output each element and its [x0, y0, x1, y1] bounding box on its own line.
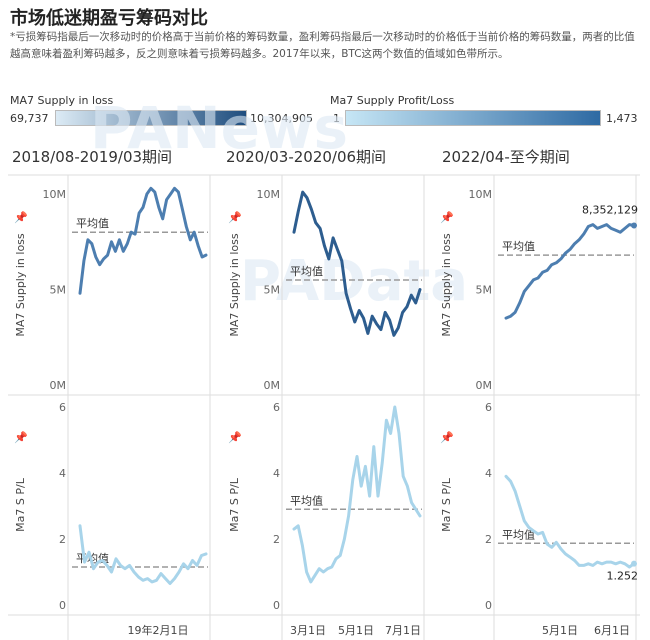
y-tick-label: 6: [485, 401, 492, 414]
pin-icon: 📌: [440, 210, 454, 224]
pin-icon: 📌: [14, 210, 28, 224]
legend-profit-loss-max: 1,473: [606, 112, 638, 125]
end-point: [631, 560, 637, 567]
y-tick-label: 2: [273, 533, 280, 546]
series-line-2-2: [292, 405, 422, 584]
y-axis-label-1-1: MA7 Supply in loss: [14, 233, 27, 337]
pin-icon: 📌: [14, 430, 28, 444]
x-tick-label: 19年2月1日: [128, 623, 189, 637]
pin-icon: 📌: [228, 430, 242, 444]
y-axis-label-1-2: MA7 Supply in loss: [228, 233, 241, 337]
y-tick-label: 5M: [476, 284, 493, 297]
x-tick-label: 3月1日: [290, 624, 326, 637]
y-tick-label: 2: [59, 533, 66, 546]
pin-icon: 📌: [440, 430, 454, 444]
average-label: 平均值: [502, 528, 535, 541]
legend-supply-loss-label: MA7 Supply in loss: [10, 94, 114, 107]
x-tick-label: 6月1日: [594, 624, 630, 637]
legend-supply-loss-min: 69,737: [10, 112, 49, 125]
y-tick-label: 0M: [50, 379, 67, 392]
end-value-label: 1.252: [607, 570, 639, 583]
legend-supply-loss-gradient: [55, 110, 247, 126]
y-tick-label: 10M: [257, 188, 281, 201]
average-label: 平均值: [502, 240, 535, 253]
y-tick-label: 4: [273, 467, 280, 480]
legend-supply-loss-max: 10,304,905: [250, 112, 313, 125]
series-line-1-3: [504, 223, 636, 320]
period-title-1: 2018/08-2019/03期间: [12, 148, 173, 166]
y-tick-label: 4: [485, 467, 492, 480]
watermark-panews: PANews: [90, 94, 348, 162]
pin-icon: 📌: [228, 210, 242, 224]
x-tick-label: 7月1日: [385, 624, 421, 637]
y-tick-label: 5M: [50, 284, 67, 297]
y-tick-label: 6: [273, 401, 280, 414]
y-tick-label: 0M: [264, 379, 281, 392]
chart-description: *亏损筹码指最后一次移动时的价格高于当前价格的筹码数量，盈利筹码指最后一次移动时…: [10, 31, 635, 60]
y-tick-label: 0: [59, 599, 66, 612]
period-title-3: 2022/04-至今期间: [442, 148, 570, 166]
average-label: 平均值: [290, 494, 323, 507]
series-line-2-3: [504, 474, 636, 569]
y-tick-label: 4: [59, 467, 66, 480]
y-tick-label: 5M: [264, 284, 281, 297]
series-line-2-1: [78, 524, 208, 585]
legend-profit-loss-label: Ma7 Supply Profit/Loss: [330, 94, 455, 107]
period-title-2: 2020/03-2020/06期间: [226, 148, 387, 166]
legend-profit-loss-gradient: [345, 110, 601, 126]
series-line-1-1: [78, 186, 208, 295]
end-point: [631, 222, 637, 229]
y-tick-label: 6: [59, 401, 66, 414]
end-value-label: 8,352,129: [582, 203, 638, 216]
average-label: 平均值: [76, 217, 109, 230]
y-tick-label: 10M: [469, 188, 493, 201]
y-tick-label: 0: [273, 599, 280, 612]
y-tick-label: 10M: [43, 188, 67, 201]
series-line-1-2: [292, 190, 422, 337]
y-tick-label: 0: [485, 599, 492, 612]
x-tick-label: 5月1日: [542, 624, 578, 637]
watermark-padata: PAData: [240, 249, 468, 314]
legend-profit-loss-min: 1: [333, 112, 340, 125]
y-axis-label-2-2: Ma7 S P/L: [228, 477, 241, 532]
y-tick-label: 2: [485, 533, 492, 546]
chart-title: 市场低迷期盈亏筹码对比: [10, 8, 208, 29]
y-axis-label-2-1: Ma7 S P/L: [14, 477, 27, 532]
y-tick-label: 0M: [476, 379, 493, 392]
y-axis-label-2-3: Ma7 S P/L: [440, 477, 453, 532]
x-tick-label: 5月1日: [338, 624, 374, 637]
y-axis-label-1-3: MA7 Supply in loss: [440, 233, 453, 337]
average-label: 平均值: [290, 265, 323, 278]
